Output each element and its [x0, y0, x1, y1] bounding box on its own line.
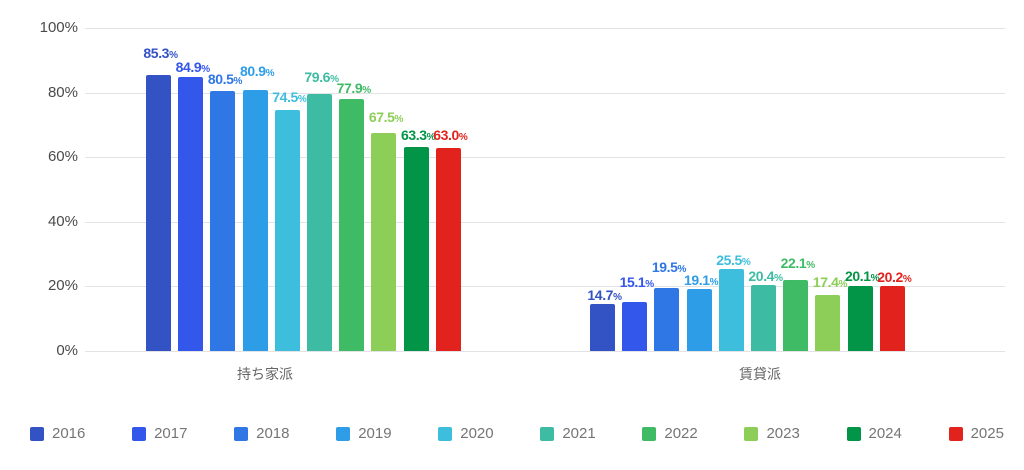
- legend-label: 2020: [460, 425, 494, 442]
- legend-swatch: [846, 427, 861, 441]
- legend-label: 2023: [766, 425, 800, 442]
- gridline: [85, 221, 1005, 223]
- bar-2022: [783, 279, 809, 351]
- bar-2018: [210, 90, 236, 351]
- data-label: 14.7%: [587, 286, 622, 303]
- data-label: 19.1%: [684, 272, 719, 289]
- legend-item-2019: 2019: [336, 425, 392, 442]
- data-label: 17.4%: [812, 273, 848, 290]
- bar-2025: [879, 285, 905, 351]
- legend-item-2016: 2016: [30, 426, 85, 442]
- bar-2018: [654, 288, 680, 351]
- legend-swatch: [744, 427, 759, 441]
- legend-item-2020: 2020: [438, 425, 494, 442]
- y-axis-tick-label: 60%: [47, 148, 78, 166]
- data-label: 63.0%: [433, 126, 468, 143]
- data-label: 79.6%: [304, 68, 339, 85]
- data-label: 63.3%: [401, 126, 436, 143]
- bar-2019: [686, 289, 712, 351]
- data-label: 85.3%: [143, 45, 178, 62]
- legend-item-2017: 2017: [132, 426, 187, 442]
- data-label: 80.9%: [240, 62, 275, 79]
- bar-2016: [590, 303, 615, 351]
- data-label: 22.1%: [780, 254, 816, 271]
- legend-label: 2022: [664, 425, 698, 442]
- legend: 2016 2017 2018 2019 2020 2021 2022 2023 2024 2025: [30, 426, 1004, 442]
- legend-label: 2019: [358, 425, 392, 442]
- y-axis-tick-label: 20%: [47, 277, 78, 295]
- legend-item-2025: 2025: [948, 425, 1004, 442]
- legend-item-2023: 2023: [744, 425, 800, 442]
- data-label: 15.1%: [619, 274, 655, 291]
- bar-2022: [339, 99, 365, 351]
- y-axis-tick-label: 40%: [47, 212, 78, 230]
- bar-2016: [146, 75, 171, 351]
- legend-item-2024: 2024: [846, 425, 902, 442]
- legend-label: 2018: [256, 425, 290, 442]
- legend-label: 2017: [154, 425, 188, 442]
- legend-item-2021: 2021: [540, 425, 596, 442]
- bar-2024: [847, 286, 873, 351]
- data-label: 84.9%: [175, 58, 211, 75]
- legend-item-2022: 2022: [642, 425, 698, 442]
- data-label: 25.5%: [716, 251, 751, 268]
- gridline: [85, 92, 1005, 94]
- gridline: [85, 286, 1005, 288]
- bar-2024: [403, 146, 429, 351]
- legend-label: 2025: [970, 425, 1004, 442]
- legend-label: 2016: [52, 425, 86, 442]
- legend-swatch: [438, 427, 453, 441]
- legend-swatch: [234, 427, 249, 441]
- legend-swatch: [30, 427, 44, 441]
- bar-2021: [751, 285, 776, 351]
- bar-2019: [242, 89, 268, 351]
- category-label-mochiie: 持ち家派: [237, 366, 293, 382]
- data-label: 67.5%: [368, 108, 404, 125]
- y-axis-tick-label: 0%: [56, 342, 78, 359]
- legend-swatch: [948, 427, 963, 441]
- legend-swatch: [540, 427, 555, 441]
- bar-2025: [435, 147, 461, 351]
- category-label-chintai: 賃貸派: [739, 366, 781, 382]
- gridline: [85, 28, 1005, 29]
- legend-swatch: [132, 427, 147, 441]
- bar-2023: [371, 132, 397, 351]
- bar-2021: [307, 93, 332, 351]
- data-label: 20.4%: [748, 268, 783, 285]
- data-label: 77.9%: [336, 80, 372, 97]
- bar-2020: [274, 110, 300, 351]
- gridline: [85, 157, 1005, 159]
- gridline: [85, 351, 1005, 352]
- y-axis-tick-label: 100%: [39, 19, 78, 36]
- bar-2023: [815, 294, 841, 351]
- legend-swatch: [642, 427, 657, 441]
- data-label: 20.2%: [877, 268, 912, 285]
- legend-label: 2021: [562, 425, 596, 442]
- bar-2017: [622, 302, 648, 351]
- data-label: 20.1%: [845, 268, 880, 285]
- bar-2020: [718, 268, 744, 351]
- legend-label: 2024: [868, 425, 902, 442]
- data-label: 74.5%: [272, 89, 307, 106]
- bar-2017: [178, 76, 204, 351]
- y-axis-tick-label: 80%: [47, 83, 78, 101]
- data-label: 19.5%: [651, 259, 687, 275]
- legend-swatch: [336, 427, 351, 441]
- data-label: 80.5%: [207, 70, 243, 87]
- legend-item-2018: 2018: [234, 425, 290, 442]
